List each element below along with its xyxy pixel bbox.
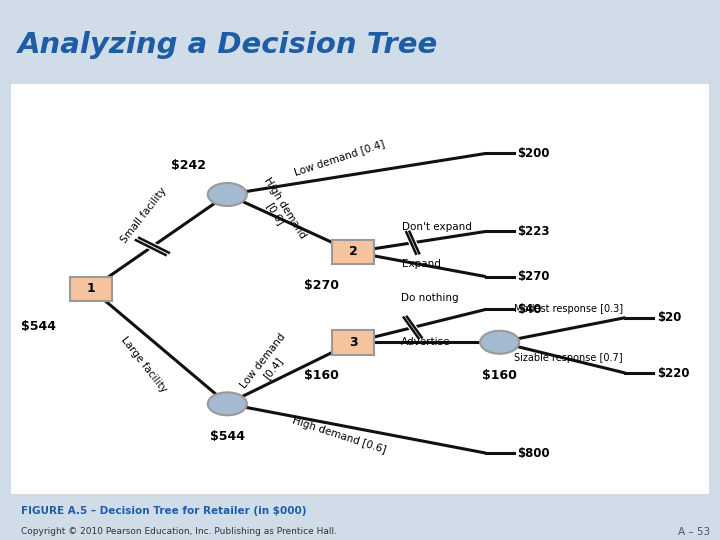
Text: 3: 3 bbox=[348, 336, 357, 349]
Text: $242: $242 bbox=[171, 159, 207, 172]
Text: $270: $270 bbox=[517, 270, 549, 283]
Text: Sizable response [0.7]: Sizable response [0.7] bbox=[513, 353, 622, 363]
Text: $223: $223 bbox=[517, 225, 549, 238]
Text: Expand: Expand bbox=[402, 259, 441, 269]
Text: High demand
[0.6]: High demand [0.6] bbox=[252, 176, 307, 246]
Text: $160: $160 bbox=[482, 369, 517, 382]
Circle shape bbox=[208, 393, 247, 415]
Text: $800: $800 bbox=[517, 447, 550, 460]
Text: Advertise: Advertise bbox=[400, 337, 450, 347]
Text: A – 53: A – 53 bbox=[678, 527, 711, 537]
Text: $20: $20 bbox=[657, 311, 681, 324]
Circle shape bbox=[208, 183, 247, 206]
Text: $200: $200 bbox=[517, 147, 549, 160]
Text: Large facility: Large facility bbox=[119, 335, 168, 395]
Text: $220: $220 bbox=[657, 367, 689, 380]
Text: $544: $544 bbox=[21, 320, 56, 333]
FancyBboxPatch shape bbox=[0, 78, 720, 500]
Text: Small facility: Small facility bbox=[119, 185, 168, 245]
Text: Low demand
[0.4]: Low demand [0.4] bbox=[239, 332, 297, 397]
FancyBboxPatch shape bbox=[332, 330, 374, 355]
Text: Don't expand: Don't expand bbox=[402, 222, 472, 232]
Text: $40: $40 bbox=[517, 303, 541, 316]
Text: FIGURE A.5 – Decision Tree for Retailer (in $000): FIGURE A.5 – Decision Tree for Retailer … bbox=[21, 505, 306, 516]
Text: Analyzing a Decision Tree: Analyzing a Decision Tree bbox=[18, 31, 438, 59]
Text: High demand [0.6]: High demand [0.6] bbox=[291, 416, 387, 456]
Text: Do nothing: Do nothing bbox=[400, 293, 458, 303]
Circle shape bbox=[480, 331, 519, 354]
Text: $544: $544 bbox=[210, 430, 245, 443]
FancyBboxPatch shape bbox=[70, 276, 112, 301]
Text: $270: $270 bbox=[304, 279, 339, 292]
Text: 1: 1 bbox=[86, 282, 96, 295]
FancyBboxPatch shape bbox=[332, 240, 374, 264]
Text: Copyright © 2010 Pearson Education, Inc. Publishing as Prentice Hall.: Copyright © 2010 Pearson Education, Inc.… bbox=[21, 527, 337, 536]
Text: Low demand [0.4]: Low demand [0.4] bbox=[292, 138, 385, 177]
Text: 2: 2 bbox=[348, 246, 357, 259]
Text: $160: $160 bbox=[304, 369, 339, 382]
Text: Modest response [0.3]: Modest response [0.3] bbox=[513, 305, 623, 314]
